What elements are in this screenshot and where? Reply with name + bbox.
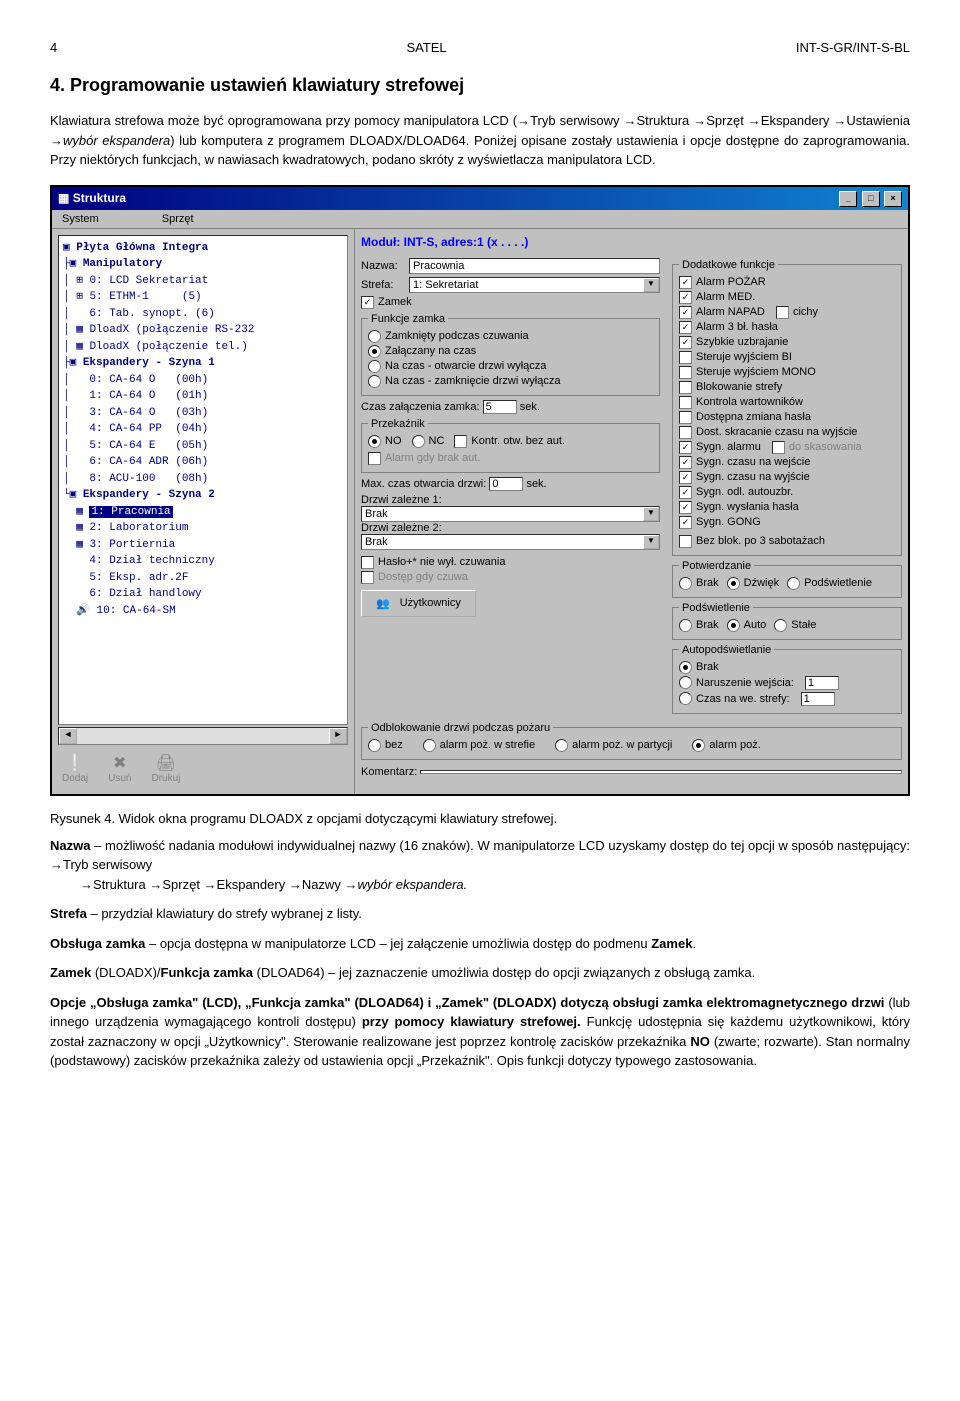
add-button[interactable]: ❕Dodaj: [62, 753, 88, 784]
menu-system[interactable]: System: [62, 213, 99, 225]
tree-list[interactable]: ▣ Płyta Główna Integra ├▣ Manipulatory │…: [58, 235, 348, 725]
close-icon[interactable]: ×: [884, 191, 902, 207]
page-number: 4: [50, 40, 57, 55]
door1-dropdown[interactable]: Brak▼: [361, 506, 660, 522]
users-button[interactable]: 👥Użytkownicy: [361, 590, 476, 617]
zone-label: Strefa:: [361, 279, 409, 291]
confirm-group: Potwierdzanie Brak Dźwięk Podświetlenie: [672, 560, 902, 598]
maximize-icon[interactable]: □: [862, 191, 880, 207]
intro-paragraph: Klawiatura strefowa może być oprogramowa…: [50, 111, 910, 170]
brand: SATEL: [406, 40, 446, 55]
menu-bar: System Sprzęt: [52, 210, 908, 229]
users-icon: 👥: [376, 597, 390, 610]
relay-group: Przekaźnik NO NC Kontr. otw. bez aut. Al…: [361, 418, 660, 473]
door2-dropdown[interactable]: Brak▼: [361, 534, 660, 550]
lock-time-input[interactable]: 5: [483, 400, 517, 414]
lock-functions-group: Funkcje zamka Zamknięty podczas czuwania…: [361, 313, 660, 396]
window-title: Struktura: [73, 191, 126, 205]
module-header: Moduł: INT-S, adres:1 (x . . . .): [361, 235, 902, 249]
window-icon: ▦: [58, 191, 69, 205]
def-obsluga: Obsługa zamka – opcja dostępna w manipul…: [50, 934, 910, 954]
minimize-icon[interactable]: _: [839, 191, 857, 207]
delete-button[interactable]: ✖Usuń: [108, 753, 131, 784]
name-input[interactable]: Pracownia: [409, 258, 660, 274]
def-opcje: Opcje „Obsługa zamka" (LCD), „Funkcja za…: [50, 993, 910, 1071]
def-zamek: Zamek (DLOADX)/Funkcja zamka (DLOAD64) –…: [50, 963, 910, 983]
menu-sprzet[interactable]: Sprzęt: [162, 213, 194, 225]
scrollbar[interactable]: ◄►: [58, 727, 348, 745]
comment-input[interactable]: [420, 770, 902, 774]
section-title: 4. Programowanie ustawień klawiatury str…: [50, 75, 910, 96]
tree-panel: ▣ Płyta Główna Integra ├▣ Manipulatory │…: [52, 229, 355, 794]
max-time-input[interactable]: 0: [489, 477, 523, 491]
def-nazwa: Nazwa – możliwość nadania modułowi indyw…: [50, 836, 910, 895]
lock-checkbox[interactable]: ✓: [361, 296, 374, 309]
figure-caption: Rysunek 4. Widok okna programu DLOADX z …: [50, 811, 910, 826]
name-label: Nazwa:: [361, 260, 409, 272]
extra-functions-group: Dodatkowe funkcje ✓Alarm POŻAR ✓Alarm ME…: [672, 259, 902, 556]
def-strefa: Strefa – przydział klawiatury do strefy …: [50, 904, 910, 924]
model: INT-S-GR/INT-S-BL: [796, 40, 910, 55]
backlight-group: Podświetlenie Brak Auto Stałe: [672, 602, 902, 640]
print-button[interactable]: 🖨Drukuj: [152, 753, 181, 784]
fire-unlock-group: Odblokowanie drzwi podczas pożaru bez al…: [361, 722, 902, 760]
dloadx-window: ▦ Struktura _ □ × System Sprzęt ▣ Płyta …: [50, 185, 910, 796]
autobacklight-group: Autopodświetlanie Brak Naruszenie wejści…: [672, 644, 902, 714]
form-panel: Moduł: INT-S, adres:1 (x . . . .) Nazwa:…: [355, 229, 908, 794]
zone-dropdown[interactable]: 1: Sekretariat▼: [409, 277, 660, 293]
title-bar: ▦ Struktura _ □ ×: [52, 187, 908, 210]
